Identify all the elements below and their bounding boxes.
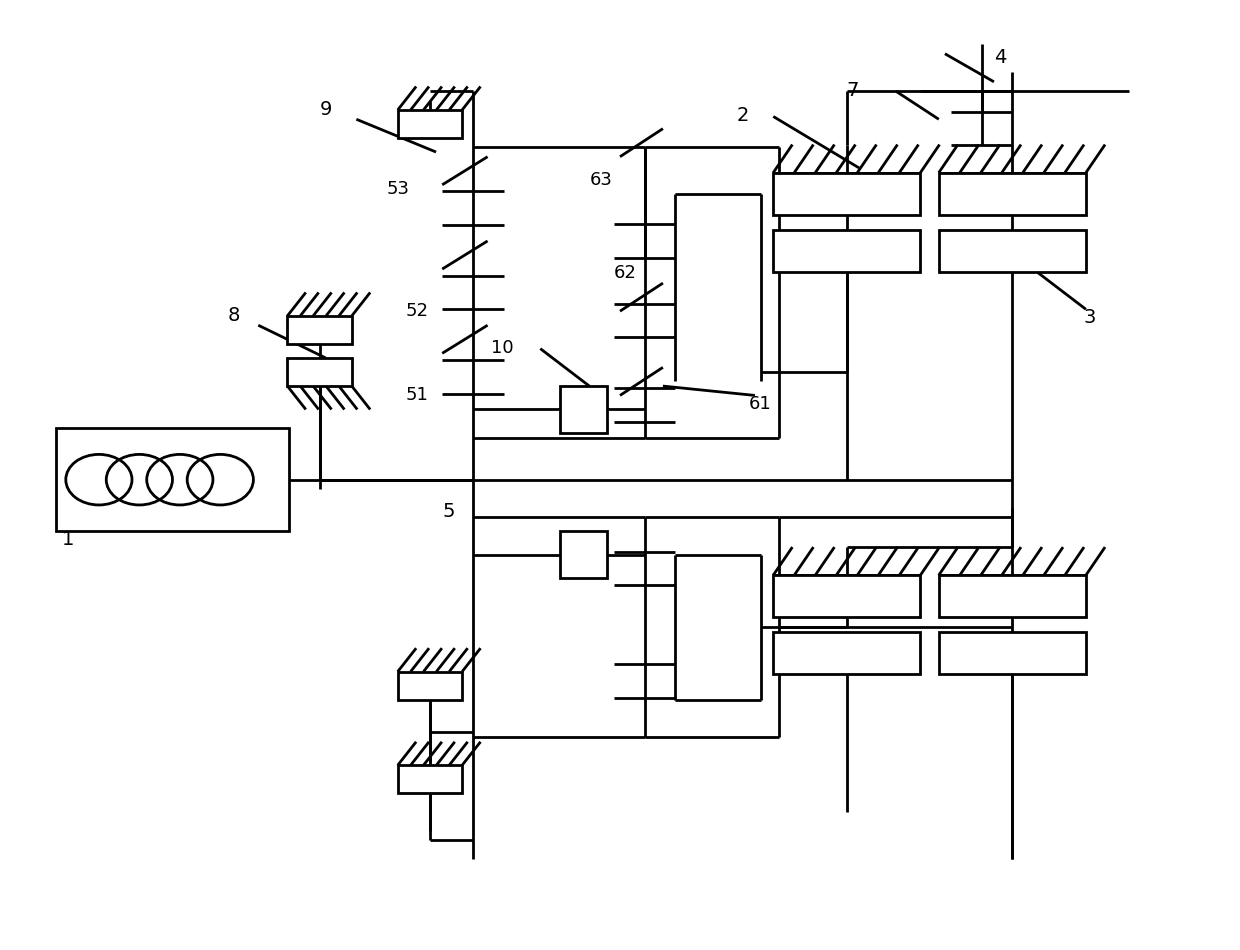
Text: 51: 51 (405, 386, 428, 404)
Text: 8: 8 (228, 306, 241, 325)
Bar (398, 672, 463, 699)
Bar (288, 315, 352, 344)
Text: 63: 63 (589, 171, 613, 189)
Bar (774, 575, 920, 618)
Bar (939, 633, 1086, 674)
Bar (56, 428, 289, 531)
Bar (939, 230, 1086, 272)
Text: 52: 52 (405, 302, 429, 320)
Bar (398, 765, 463, 793)
Text: 2: 2 (737, 106, 749, 125)
Text: 53: 53 (387, 180, 410, 199)
Bar (560, 531, 606, 578)
Text: 62: 62 (614, 264, 637, 282)
Text: 1: 1 (62, 530, 74, 549)
Bar (939, 173, 1086, 215)
Text: 10: 10 (491, 339, 513, 357)
Bar (288, 358, 352, 386)
Text: 61: 61 (749, 395, 771, 413)
Bar (774, 633, 920, 674)
Text: 5: 5 (443, 503, 455, 522)
Text: 9: 9 (320, 100, 332, 119)
Bar (398, 110, 463, 138)
Text: 3: 3 (1084, 309, 1096, 328)
Bar (939, 575, 1086, 618)
Bar (560, 386, 606, 433)
Bar (774, 173, 920, 215)
Text: 4: 4 (994, 48, 1007, 67)
Bar (774, 230, 920, 272)
Text: 7: 7 (847, 81, 859, 100)
